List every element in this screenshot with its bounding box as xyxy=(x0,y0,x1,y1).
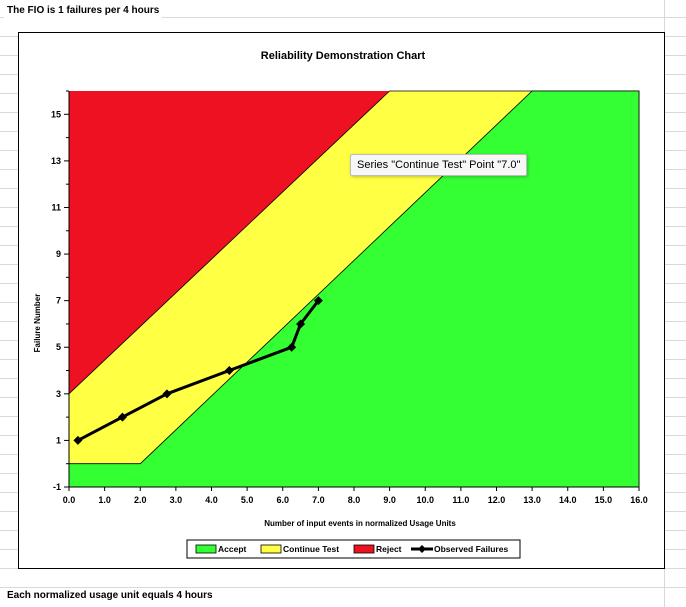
x-tick-label: 14.0 xyxy=(559,495,577,505)
x-tick-label: 0.0 xyxy=(63,495,76,505)
x-tick-label: 16.0 xyxy=(630,495,648,505)
chart-legend: Accept Continue Test Reject Observed Failur… xyxy=(186,539,521,559)
legend-accept-swatch xyxy=(195,544,217,554)
x-tick-label: 2.0 xyxy=(134,495,147,505)
reliability-chart[interactable]: Reliability Demonstration Chart 0.0 1.0 2.… xyxy=(19,33,664,568)
legend-observed-failures-marker xyxy=(418,545,426,553)
legend-continue-test-label: Continue Test xyxy=(283,544,339,554)
x-tick-label: 11.0 xyxy=(452,495,469,505)
observed-failure-point[interactable] xyxy=(73,435,83,445)
legend-box xyxy=(186,539,521,559)
y-tick-label: 5 xyxy=(56,342,61,352)
x-tick-label: 13.0 xyxy=(523,495,541,505)
y-tick-label: 7 xyxy=(56,296,61,306)
usage-unit-note-cell[interactable]: Each normalized usage unit equals 4 hour… xyxy=(4,589,216,603)
y-axis-label: Failure Number xyxy=(33,294,42,353)
x-tick-label: 3.0 xyxy=(170,495,183,505)
legend-reject-label: Reject xyxy=(376,544,402,554)
observed-failures-series[interactable] xyxy=(73,296,323,445)
x-tick-label: 8.0 xyxy=(348,495,361,505)
y-tick-label: 15 xyxy=(51,109,61,119)
x-tick-label: 5.0 xyxy=(241,495,254,505)
x-tick-label: 12.0 xyxy=(488,495,506,505)
y-tick-label: 13 xyxy=(51,156,61,166)
y-tick-label: 9 xyxy=(56,249,61,259)
fio-note-cell[interactable]: The FIO is 1 failures per 4 hours xyxy=(4,4,163,18)
x-tick-label: 1.0 xyxy=(98,495,111,505)
x-tick-label: 7.0 xyxy=(312,495,325,505)
chart-area[interactable]: Reliability Demonstration Chart 0.0 1.0 2.… xyxy=(18,32,665,569)
legend-observed-failures-label: Observed Failures xyxy=(434,544,508,554)
x-tick-label: 4.0 xyxy=(205,495,218,505)
chart-regions xyxy=(68,90,640,488)
chart-axes: 0.0 1.0 2.0 3.0 4.0 5.0 6.0 7.0 8.0 9.0 10.0 11.0 12… xyxy=(51,90,648,505)
y-tick-label: 11 xyxy=(51,202,61,212)
x-axis-label: Number of input events in normalized Usa… xyxy=(264,519,456,528)
legend-accept-label: Accept xyxy=(218,544,247,554)
y-tick-label: 1 xyxy=(56,435,61,445)
observed-failure-point[interactable] xyxy=(162,389,172,399)
y-tick-label: 3 xyxy=(56,389,61,399)
x-tick-label: 9.0 xyxy=(383,495,396,505)
x-tick-label: 10.0 xyxy=(416,495,434,505)
x-tick-label: 6.0 xyxy=(276,495,289,505)
legend-reject-swatch xyxy=(353,544,375,554)
observed-failure-point[interactable] xyxy=(117,412,127,422)
y-tick-label: -1 xyxy=(53,482,61,492)
observed-failure-point[interactable] xyxy=(287,342,297,352)
legend-continue-test-swatch xyxy=(260,544,282,554)
observed-failure-point[interactable] xyxy=(224,366,234,376)
observed-failure-point[interactable] xyxy=(313,296,323,306)
x-tick-label: 15.0 xyxy=(595,495,613,505)
series-tooltip: Series "Continue Test" Point "7.0" xyxy=(350,154,528,176)
chart-title: Reliability Demonstration Chart xyxy=(261,50,426,62)
observed-failure-point[interactable] xyxy=(296,319,306,329)
